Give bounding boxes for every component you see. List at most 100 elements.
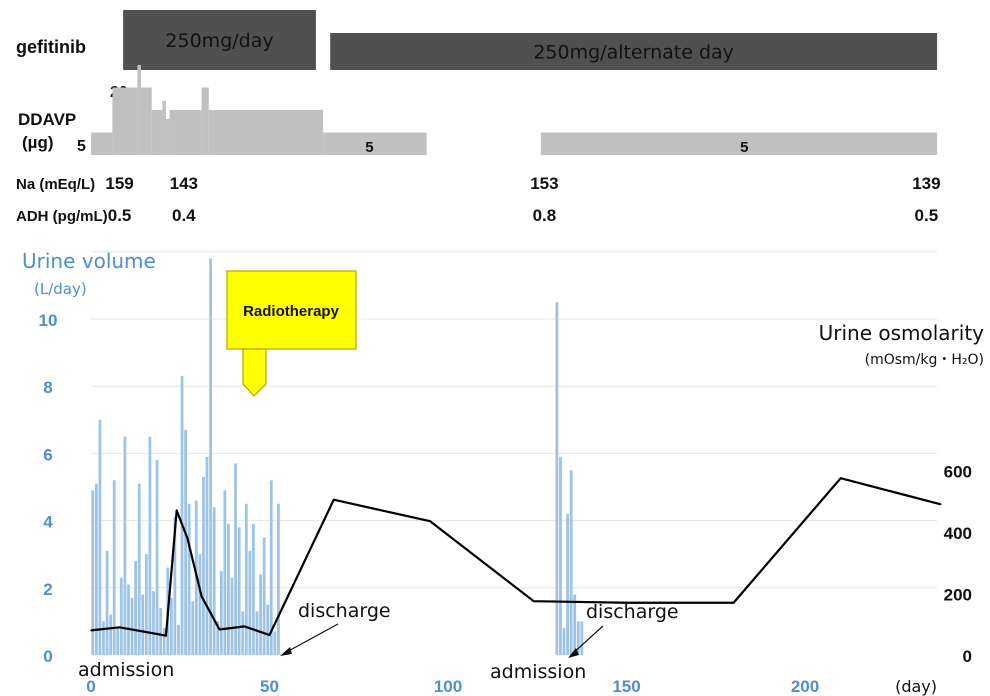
urine-volume-axis-title: Urine volume <box>22 249 156 273</box>
urine-volume-bar <box>159 607 162 655</box>
x-axis-tick-label: 100 <box>434 677 462 696</box>
urine-volume-bar <box>184 429 187 655</box>
urine-volume-bar <box>576 621 580 655</box>
right-axis-tick-label: 0 <box>963 647 972 666</box>
urine-volume-bar <box>144 554 148 655</box>
urine-volume-bar <box>234 463 237 655</box>
x-axis-tick-label: 150 <box>612 677 640 696</box>
adh-label: ADH (pg/mL) <box>16 208 108 225</box>
gefitinib-period-bar <box>123 10 316 70</box>
urine-osmolarity-point <box>218 628 221 631</box>
urine-osmolarity-line <box>90 477 942 637</box>
urine-volume-bar <box>244 503 248 655</box>
admission-label-1: admission <box>78 659 174 681</box>
urine-volume-bar <box>91 490 95 655</box>
urine-volume-bar <box>562 628 566 655</box>
discharge-label-2: discharge <box>586 601 679 623</box>
urine-volume-bar <box>255 611 259 655</box>
urine-volume-bar <box>230 577 234 655</box>
ddavp-dose-step <box>165 119 170 155</box>
ddavp-dose-step <box>151 110 163 155</box>
urine-osmolarity-point <box>165 634 167 637</box>
left-axis-tick-label: 10 <box>39 311 58 330</box>
urine-volume-bar <box>109 614 113 655</box>
urine-volume-bar <box>155 460 159 655</box>
urine-osmolarity-point <box>332 498 335 501</box>
urine-volume-bar <box>127 584 130 655</box>
na-value: 159 <box>105 174 133 193</box>
ddavp-dose-step <box>201 87 209 155</box>
ddavp-dose-step <box>140 87 152 155</box>
ddavp-label: DDAVP <box>18 110 76 129</box>
x-axis-tick-label: 50 <box>260 677 279 696</box>
gefitinib-period-bar <box>330 33 938 70</box>
urine-volume-bar <box>187 503 191 655</box>
ddavp-dose-step <box>208 110 324 155</box>
radiotherapy-box <box>226 270 357 350</box>
left-axis-tick-label: 2 <box>43 580 52 599</box>
urine-osmolarity-point <box>90 629 92 632</box>
left-axis-tick-label: 4 <box>43 513 53 532</box>
urine-volume-bar <box>141 594 145 655</box>
urine-osmolarity-point <box>429 520 431 523</box>
urine-volume-bar <box>123 436 127 655</box>
right-axis-tick-label: 600 <box>944 463 972 482</box>
ddavp-dose-step <box>323 132 427 155</box>
urine-osmolarity-point <box>268 634 271 636</box>
urine-volume-bar <box>273 631 277 655</box>
ddavp-unit: (µg) <box>22 133 54 152</box>
urine-volume-bar <box>180 376 184 655</box>
urine-volume-bar <box>112 480 116 655</box>
horizontal-gridlines <box>91 251 937 589</box>
urine-volume-bar <box>134 560 138 655</box>
urine-volume-bar <box>573 594 577 655</box>
urine-osmolarity-point <box>839 477 842 479</box>
radiotherapy-pointer <box>242 348 267 397</box>
urine-osmolarity-point <box>118 626 121 629</box>
discharge-arrow-1 <box>280 623 339 656</box>
urine-volume-bar <box>241 611 245 655</box>
urine-volume-bar <box>277 503 280 655</box>
urine-osmolarity-point <box>939 503 942 506</box>
ddavp-dose-step <box>540 132 938 155</box>
na-value: 143 <box>170 174 198 193</box>
urine-volume-bar <box>162 628 166 655</box>
urine-volume-bar <box>209 258 212 655</box>
urine-volume-bar <box>237 527 241 655</box>
urine-volume-bar <box>130 597 134 655</box>
urine-volume-bar <box>580 621 584 655</box>
urine-osmolarity-point <box>175 509 178 512</box>
left-axis-ticks: 0 2 4 6 8 10 <box>39 311 58 666</box>
urine-volume-bar <box>259 574 262 655</box>
ddavp-dose-step <box>112 87 138 155</box>
urine-volume-bar <box>137 483 141 655</box>
ddavp-dose-step <box>137 65 141 155</box>
urine-volume-bar <box>262 537 266 655</box>
gefitinib-period-label: 250mg/alternate day <box>533 42 734 64</box>
urine-volume-bar <box>102 621 105 655</box>
urine-volume-bar <box>98 419 102 655</box>
ddavp-dose-step <box>169 110 202 155</box>
urine-osmolarity-point <box>732 601 735 604</box>
urine-volume-bar <box>269 480 273 655</box>
gefitinib-period-label: 250mg/day <box>165 30 273 52</box>
ddavp-bar-label: 5 <box>740 139 748 156</box>
ddavp-min-label: 5 <box>77 138 86 155</box>
urine-osmolarity-point <box>186 537 189 539</box>
urine-volume-bar <box>555 302 559 655</box>
lab-values: 159 0.5 143 0.4 153 0.8 139 0.5 <box>105 174 940 225</box>
urine-volume-bar <box>248 550 252 655</box>
discharge-arrow-2 <box>568 625 604 658</box>
radiotherapy-label: Radiotherapy <box>243 303 340 320</box>
urine-volume-bar <box>177 624 180 655</box>
urine-volume-bar <box>202 476 205 655</box>
radiotherapy-callout: Radiotherapy <box>226 270 357 397</box>
x-axis-tick-label: 0 <box>86 677 95 696</box>
left-axis-tick-label: 0 <box>43 647 52 666</box>
urine-osmolarity-point <box>200 595 203 598</box>
urine-volume-bar <box>152 591 155 655</box>
adh-value: 0.4 <box>172 206 196 225</box>
urine-osmolarity-series <box>90 477 941 637</box>
gefitinib-label: gefitinib <box>16 37 86 57</box>
